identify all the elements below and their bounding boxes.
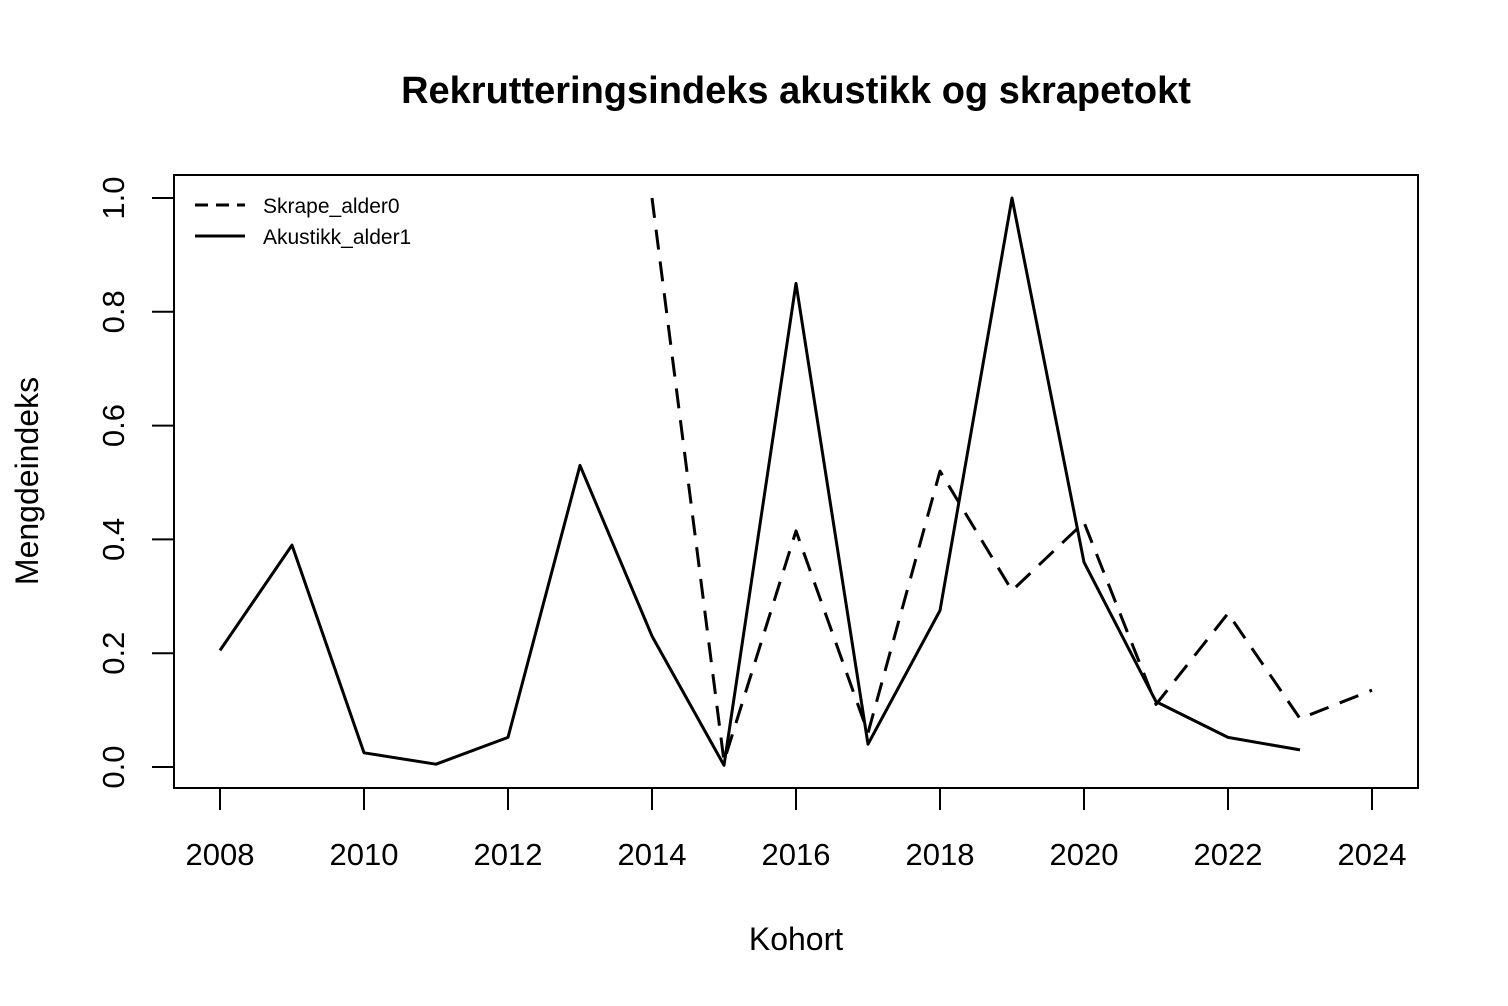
legend: Skrape_alder0 Akustikk_alder1 [195,195,411,249]
series-layer [218,196,1373,767]
x-axis-title: Kohort [749,921,843,957]
x-tick-label: 2008 [186,837,255,872]
y-tick-label: 0.0 [96,745,131,788]
y-tick-label: 0.8 [96,290,131,333]
y-axis: 0.0 0.2 0.4 0.6 0.8 1.0 [96,176,175,789]
y-tick-label: 0.4 [96,518,131,561]
x-tick-label: 2020 [1050,837,1119,872]
series-line-skrape-alder0 [650,197,1373,763]
x-tick-label: 2012 [474,837,543,872]
series-line-akustikk-alder1 [218,196,1301,767]
y-tick-label: 0.6 [96,404,131,447]
x-tick-label: 2018 [906,837,975,872]
y-tick-label: 0.2 [96,632,131,675]
x-tick-label: 2022 [1194,837,1263,872]
x-tick-label: 2010 [330,837,399,872]
x-tick-label: 2016 [762,837,831,872]
chart-title: Rekrutteringsindeks akustikk og skrapeto… [401,70,1191,112]
x-tick-label: 2014 [618,837,687,872]
legend-label-skrape: Skrape_alder0 [263,195,400,218]
x-tick-label: 2024 [1338,837,1407,872]
plot-frame [173,174,1419,789]
x-axis: 2008 2010 2012 2014 2016 2018 2020 2022 2024 [186,787,1407,872]
y-tick-label: 1.0 [96,176,131,219]
legend-label-akustikk: Akustikk_alder1 [263,226,411,249]
y-axis-title: Mengdeindeks [9,377,45,585]
